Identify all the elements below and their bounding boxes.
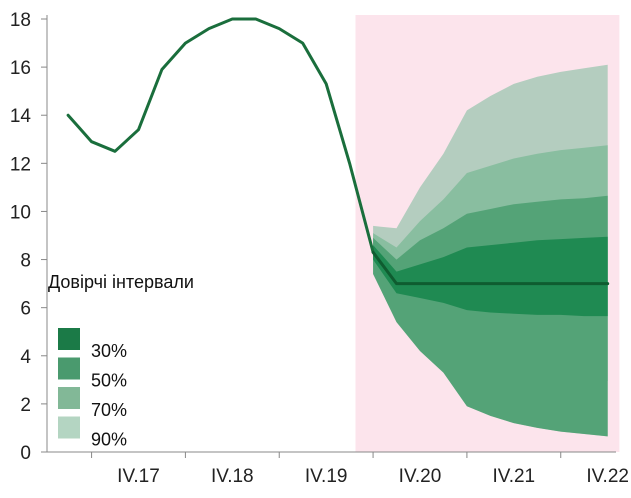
legend: Довірчі інтервали 30% 50% 70% 90% [48, 272, 194, 450]
legend-label-50pct: 50% [91, 371, 127, 391]
y-tick-label: 10 [10, 202, 31, 223]
band-30pct [373, 236, 608, 317]
y-tick-label: 0 [20, 443, 31, 464]
y-tick-label: 16 [10, 58, 31, 79]
y-tick-label: 6 [20, 299, 31, 320]
legend-swatch-90pct [58, 416, 80, 439]
history-line [66, 17, 375, 254]
x-tick-label: IV.20 [399, 466, 442, 487]
x-tick-label: IV.22 [586, 466, 629, 487]
lines-layer [66, 17, 610, 286]
y-tick-label: 4 [20, 347, 31, 368]
x-tick-label: IV.19 [305, 466, 348, 487]
legend-label-30pct: 30% [91, 341, 127, 361]
y-tick-label: 8 [20, 251, 31, 272]
x-tick-label: IV.17 [117, 466, 160, 487]
y-tick-label: 12 [10, 154, 31, 175]
legend-title: Довірчі інтервали [48, 272, 194, 292]
legend-label-90pct: 90% [91, 430, 127, 450]
legend-swatch-70pct [58, 387, 80, 409]
x-tick-label: IV.21 [493, 466, 536, 487]
y-tick-label: 18 [10, 10, 31, 31]
y-tick-label: 2 [20, 395, 31, 416]
legend-label-70pct: 70% [91, 400, 127, 420]
forecast-median-line [371, 250, 610, 286]
legend-swatch-50pct [58, 357, 80, 380]
x-tick-label: IV.18 [211, 466, 254, 487]
y-tick-label: 14 [10, 106, 32, 127]
legend-swatch-30pct [58, 328, 80, 350]
confidence-bands-layer [373, 64, 608, 437]
axes-layer: 0 2 4 6 8 10 12 14 16 18 IV.17 IV.18 IV.19 IV.20 IV.21… [10, 10, 629, 487]
